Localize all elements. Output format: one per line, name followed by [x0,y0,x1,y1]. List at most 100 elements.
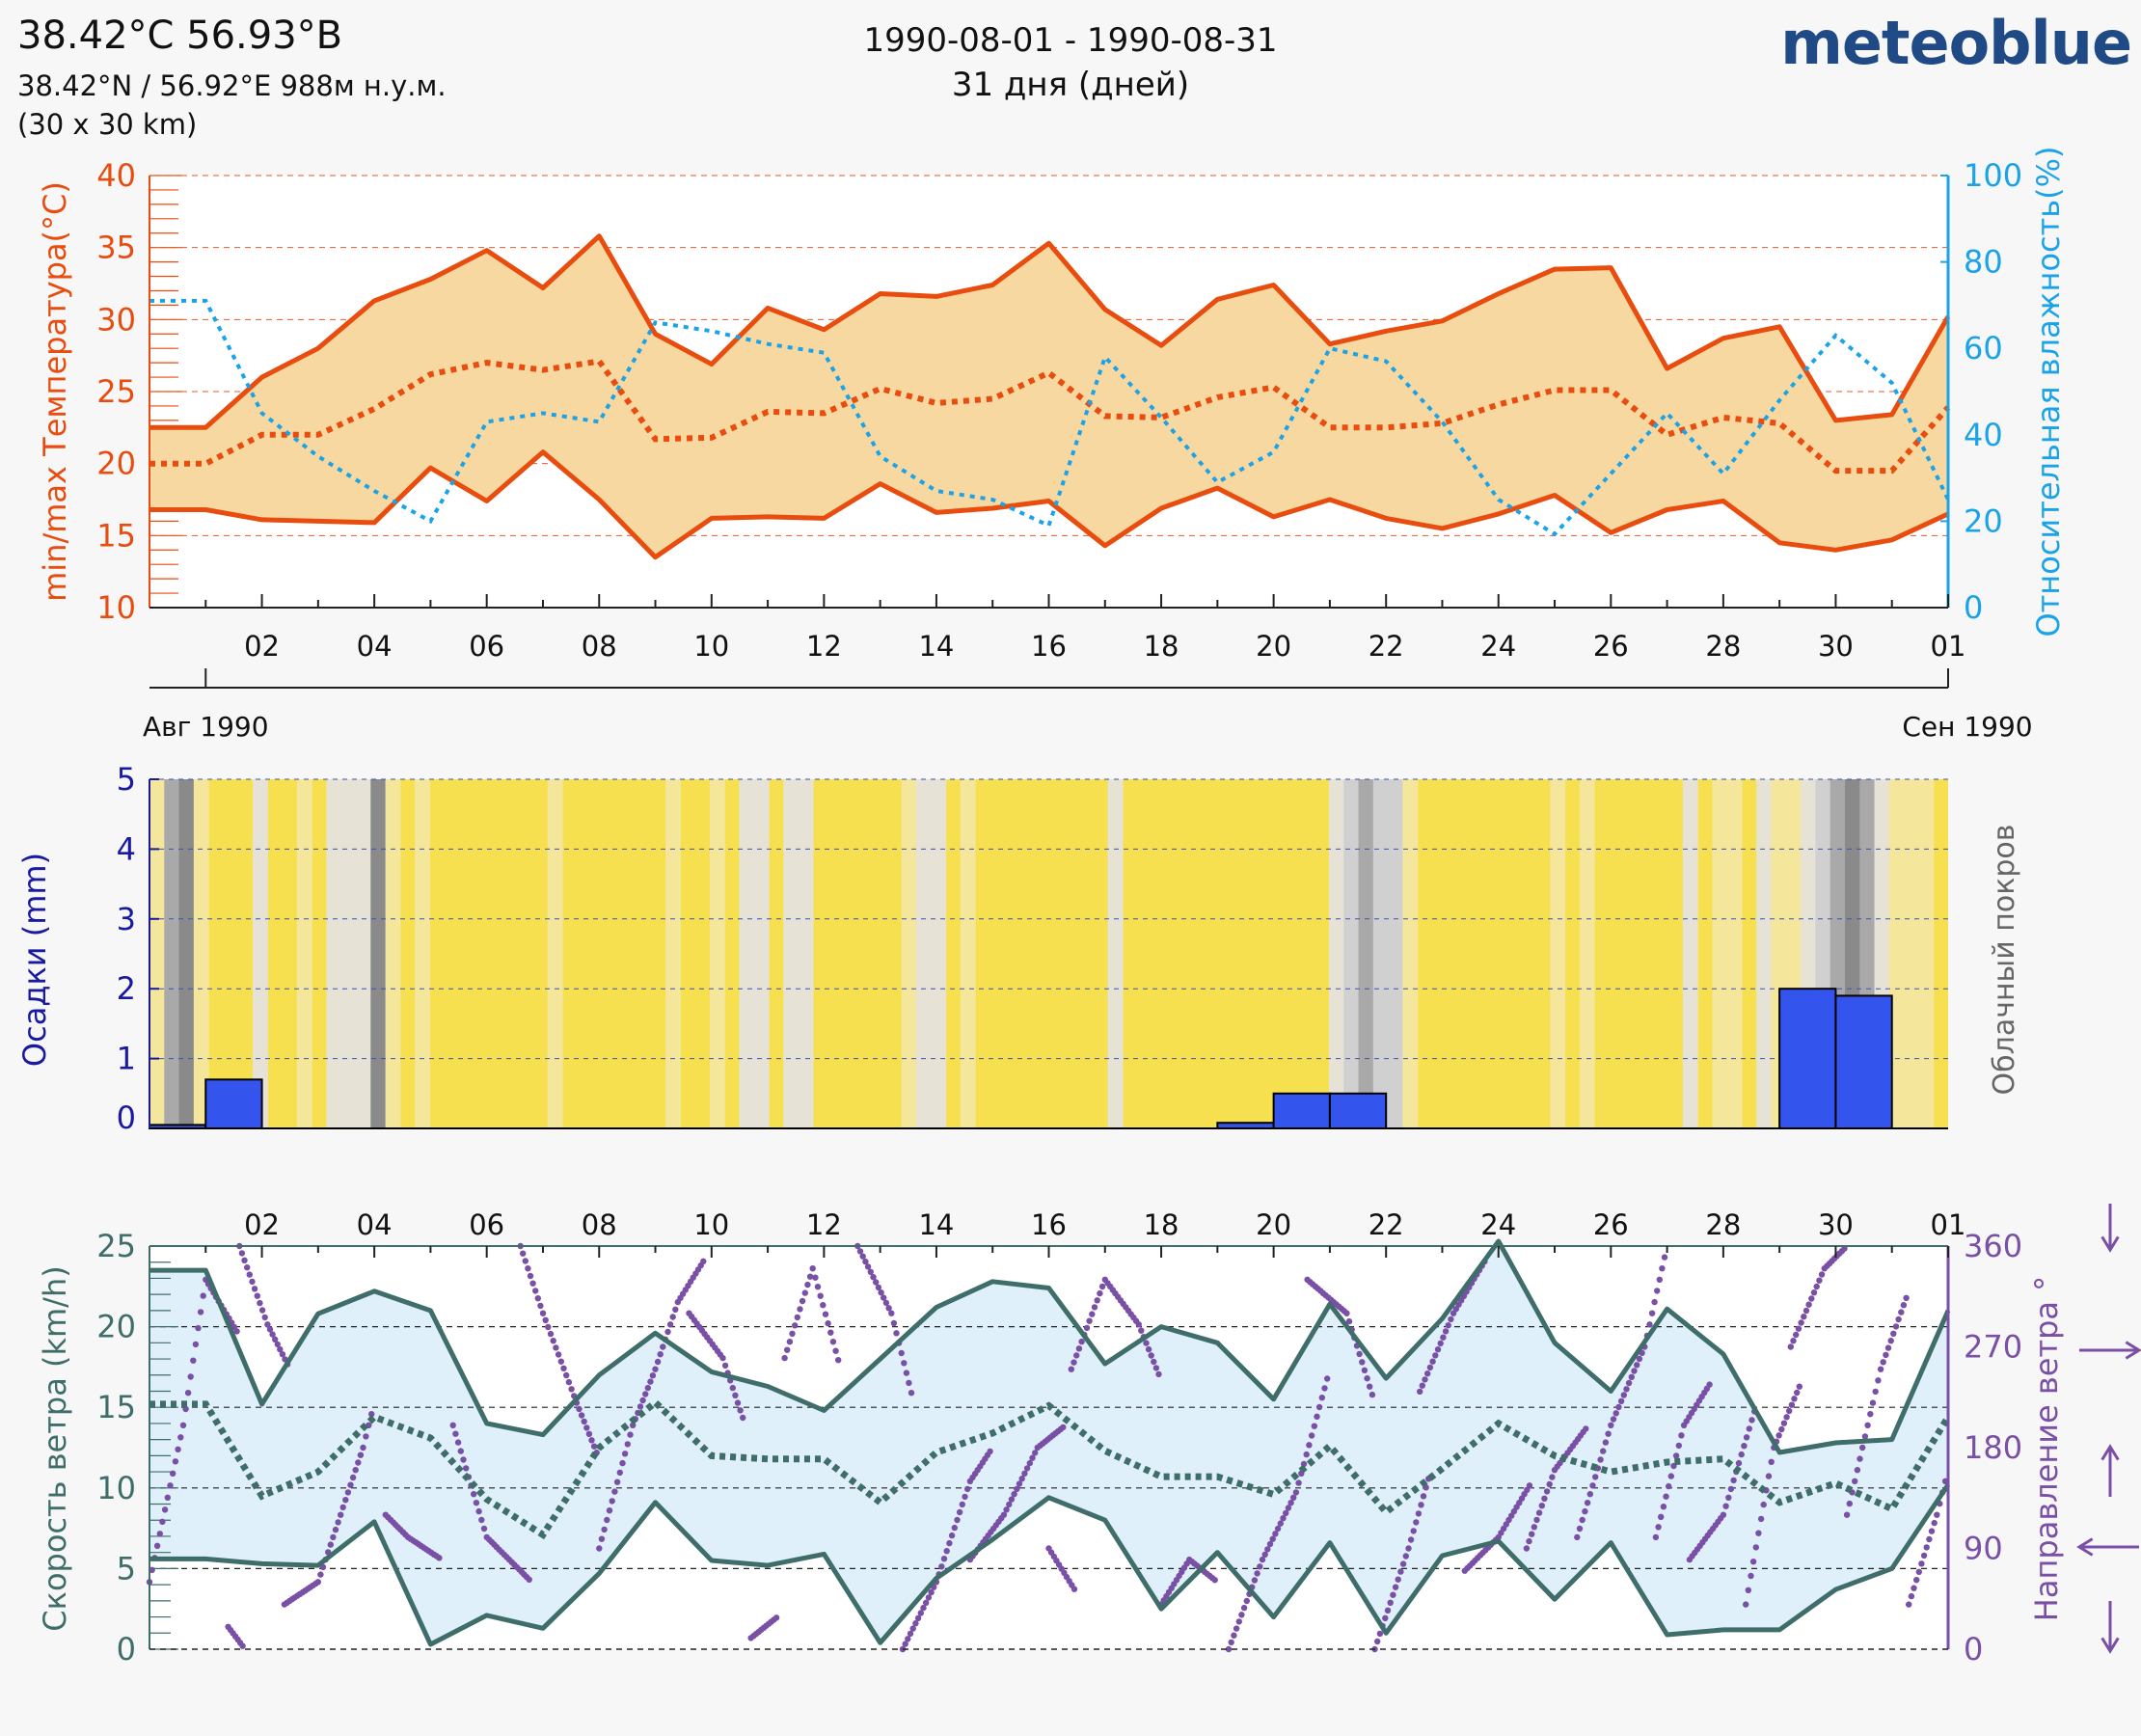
east-wind-arrow-icon-head [2125,1341,2141,1360]
wind-direction-dot [1722,1503,1729,1509]
wind-direction-dot [954,1516,961,1524]
wind-direction-dot [1887,1338,1894,1344]
wind-direction-dot [1749,1559,1757,1565]
wind-direction-dot [1798,1319,1804,1326]
wind-direction-dot [1420,1493,1427,1500]
wind-direction-dot [360,1444,366,1451]
max-wind-line [149,1238,1951,1455]
temperature-x-tick-label: 06 [469,630,504,663]
meteoblue-logo[interactable]: meteoblue [1780,8,2132,78]
west-wind-arrow-icon [2076,1537,2139,1557]
temperature-tick-label: 25 [96,373,136,410]
precipitation-tick-label: 0 [117,1099,136,1136]
wind-direction-dot [822,1311,829,1317]
direction-tick-label: 180 [1964,1429,2022,1466]
wind-direction-dot [1376,1630,1384,1638]
wind-direction-dot [1143,1340,1150,1346]
wind-direction-dot [249,1278,256,1286]
wind-direction-dot [1628,1373,1636,1381]
wind-direction-dot [1602,1439,1610,1446]
wind-direction-dot [1743,1434,1750,1441]
wind-direction-dot [1760,1501,1767,1508]
wind-direction-dot [672,1306,679,1314]
wind-direction-dot [1727,1485,1735,1493]
wind-direction-dot [1308,1432,1315,1439]
wind-direction-dot [825,1320,831,1327]
cloud-cover-strip [253,779,268,1128]
wind-direction-dot [1706,1381,1713,1388]
wind-direction-dot [190,1357,197,1364]
wind-direction-dot [1582,1507,1588,1515]
wind-direction-dot [246,1271,253,1278]
wind-direction-dot [241,1257,248,1264]
humidity-tick-label: 40 [1964,417,2003,453]
wind-direction-dot [525,1265,531,1272]
wind-direction-dot [1892,1323,1900,1330]
wind-direction-dot [1445,1322,1451,1329]
wind-direction-dot [233,1328,240,1335]
temperature-tick-label: 30 [96,301,136,338]
wind-direction-dot [829,1339,837,1345]
wind-direction-dot [734,1399,742,1406]
wind-direction-dot [647,1378,654,1385]
cloud-cover-strip [547,779,563,1128]
wind-direction-dot [1646,1321,1653,1328]
wind-direction-dot [452,1430,459,1437]
wind-direction-dot [1579,1516,1585,1524]
north-wind-arrow-icon-head [2100,1235,2120,1253]
direction-axis-title: Направление ветра ° [2028,1276,2065,1621]
wind-direction-dot [149,1566,155,1574]
wind-direction-dot [835,1357,842,1364]
temperature-x-tick-label: 12 [806,630,842,663]
wind-direction-dot [1778,1425,1785,1433]
wind-direction-dot [1361,1367,1369,1374]
wind-direction-dot [1023,1465,1031,1472]
wind-direction-dot [277,1345,284,1353]
wind-direction-dot [1003,1506,1010,1513]
wind-direction-dot [274,1341,281,1348]
wind-direction-dot [1000,1511,1008,1518]
wind-direction-dot [1016,1480,1023,1487]
wind-direction-dot [1145,1345,1152,1353]
wind-direction-dot [1029,1454,1036,1461]
wind-direction-dot [363,1433,369,1440]
wind-direction-dot [909,1625,916,1632]
wind-direction-dot [1432,1352,1439,1359]
wind-x-tick-label: 06 [469,1208,504,1241]
wind-direction-dot [1277,1520,1285,1527]
temperature-x-tick-label: 26 [1593,630,1629,663]
wind-direction-dot [583,1424,590,1431]
wind-direction-dot [347,1481,354,1488]
wind-direction-dot [1541,1495,1548,1503]
direction-tick-label: 0 [1964,1631,1983,1668]
wind-direction-dot [882,1299,890,1307]
temperature-x-tick-label: 20 [1256,630,1291,663]
wind-direction-dot [1667,1473,1675,1479]
wind-x-tick-label: 12 [806,1208,842,1241]
wind-direction-dot [1793,1331,1800,1339]
cloud-cover-strip [1756,779,1773,1128]
wind-direction-dot [279,1351,286,1358]
wind-direction-dot [153,1542,161,1550]
wind-direction-dot [338,1511,344,1518]
wind-direction-dot [1138,1327,1145,1334]
wind-direction-dot [1405,1545,1412,1552]
wind-direction-dot [948,1532,956,1539]
cloud-cover-strip [1372,779,1389,1128]
wind-direction-dot [1531,1524,1538,1531]
wind-direction-dot [1791,1396,1798,1402]
wind-direction-dot [1890,1330,1897,1338]
wind-direction-dot [1605,1430,1612,1437]
wind-direction-dot [335,1519,341,1526]
cloud-cover-strip [709,779,725,1128]
wind-direction-dot [1672,1452,1680,1459]
wind-direction-dot [772,1614,780,1621]
cloud-cover-strip [931,779,947,1128]
cloud-cover-strip [1358,779,1374,1128]
wind-direction-dot [478,1516,485,1524]
wind-direction-dot [832,1347,839,1354]
wind-tick-label: 10 [96,1470,136,1506]
wind-direction-dot [908,1390,915,1397]
wind-direction-dot [187,1373,194,1380]
wind-direction-dot [529,1280,536,1287]
